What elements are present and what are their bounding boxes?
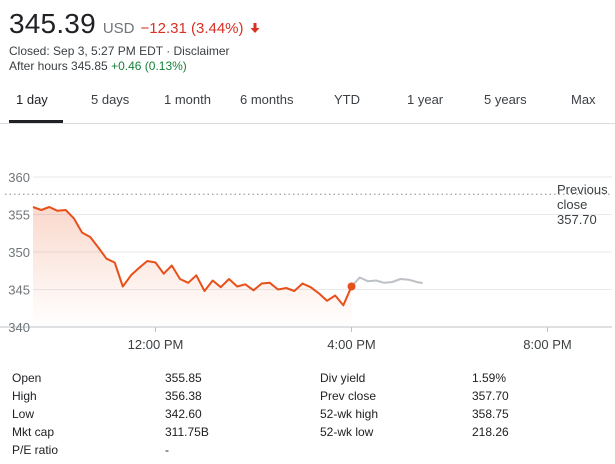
- stat-label-52wk-low: 52-wk low: [320, 425, 374, 439]
- stat-value-low: 342.60: [165, 407, 202, 421]
- stat-label-high: High: [12, 389, 37, 403]
- tab-1-day[interactable]: 1 day: [16, 92, 48, 107]
- price-line-after-hours: [350, 276, 423, 288]
- stat-value-high: 356.38: [165, 389, 202, 403]
- previous-close-label: Previous: [557, 182, 608, 197]
- stat-value-prev-close: 357.70: [472, 389, 509, 403]
- price-line-regular: [32, 206, 353, 307]
- previous-close-label: close: [557, 197, 587, 212]
- tab-1-year[interactable]: 1 year: [407, 92, 444, 107]
- price-chart[interactable]: 360 355 350 345 340 12:00 PM 4:00 PM 8:00 PM Pre…: [0, 140, 615, 355]
- stat-label-mkt-cap: Mkt cap: [12, 425, 55, 439]
- range-tabs: 1 day 5 days 1 month 6 months YTD 1 year…: [0, 82, 615, 120]
- stat-value-div-yield: 1.59%: [472, 371, 507, 385]
- stat-value-open: 355.85: [165, 371, 202, 385]
- quote-header: 345.39 USD −12.31 (3.44%): [9, 8, 261, 40]
- tab-5-days[interactable]: 5 days: [91, 92, 130, 107]
- stat-value-mkt-cap: 311.75B: [165, 425, 209, 439]
- tab-max[interactable]: Max: [571, 92, 596, 107]
- tab-1-month[interactable]: 1 month: [164, 92, 211, 107]
- stat-label-prev-close: Prev close: [320, 389, 377, 403]
- after-hours-change: +0.46 (0.13%): [111, 59, 187, 73]
- y-tick-label: 360: [8, 170, 30, 185]
- y-tick-label: 350: [8, 245, 30, 260]
- stat-label-pe-ratio: P/E ratio: [12, 443, 59, 457]
- x-tick-label: 12:00 PM: [128, 337, 184, 352]
- currency-code: USD: [102, 20, 135, 37]
- stat-label-div-yield: Div yield: [320, 371, 366, 385]
- stat-label-low: Low: [12, 407, 35, 421]
- stat-value-52wk-low: 218.26: [472, 425, 509, 439]
- price-area-fill: [33, 207, 352, 327]
- market-closed-status: Closed: Sep 3, 5:27 PM EDT · Disclaimer: [9, 44, 230, 58]
- x-tick-label: 8:00 PM: [523, 337, 571, 352]
- current-price: 345.39: [9, 8, 96, 39]
- stat-label-open: Open: [12, 371, 42, 385]
- stat-label-52wk-high: 52-wk high: [320, 407, 379, 421]
- active-tab-indicator: [9, 120, 63, 123]
- after-hours-price: After hours 345.85: [9, 59, 112, 73]
- after-hours-line: After hours 345.85 +0.46 (0.13%): [9, 59, 187, 73]
- tab-ytd[interactable]: YTD: [334, 92, 360, 107]
- x-tick-label: 4:00 PM: [327, 337, 375, 352]
- previous-close-label: 357.70: [557, 212, 597, 227]
- close-marker-dot: [347, 282, 356, 291]
- tab-5-years[interactable]: 5 years: [484, 92, 527, 107]
- stat-value-52wk-high: 358.75: [472, 407, 509, 421]
- price-change: −12.31 (3.44%): [140, 20, 244, 37]
- y-tick-label: 340: [8, 320, 30, 335]
- tab-6-months[interactable]: 6 months: [240, 92, 294, 107]
- y-tick-label: 355: [8, 208, 30, 223]
- arrow-down-icon: [250, 23, 260, 33]
- tabs-divider: [0, 123, 615, 124]
- stat-value-pe-ratio: -: [165, 443, 169, 457]
- y-tick-label: 345: [8, 283, 30, 298]
